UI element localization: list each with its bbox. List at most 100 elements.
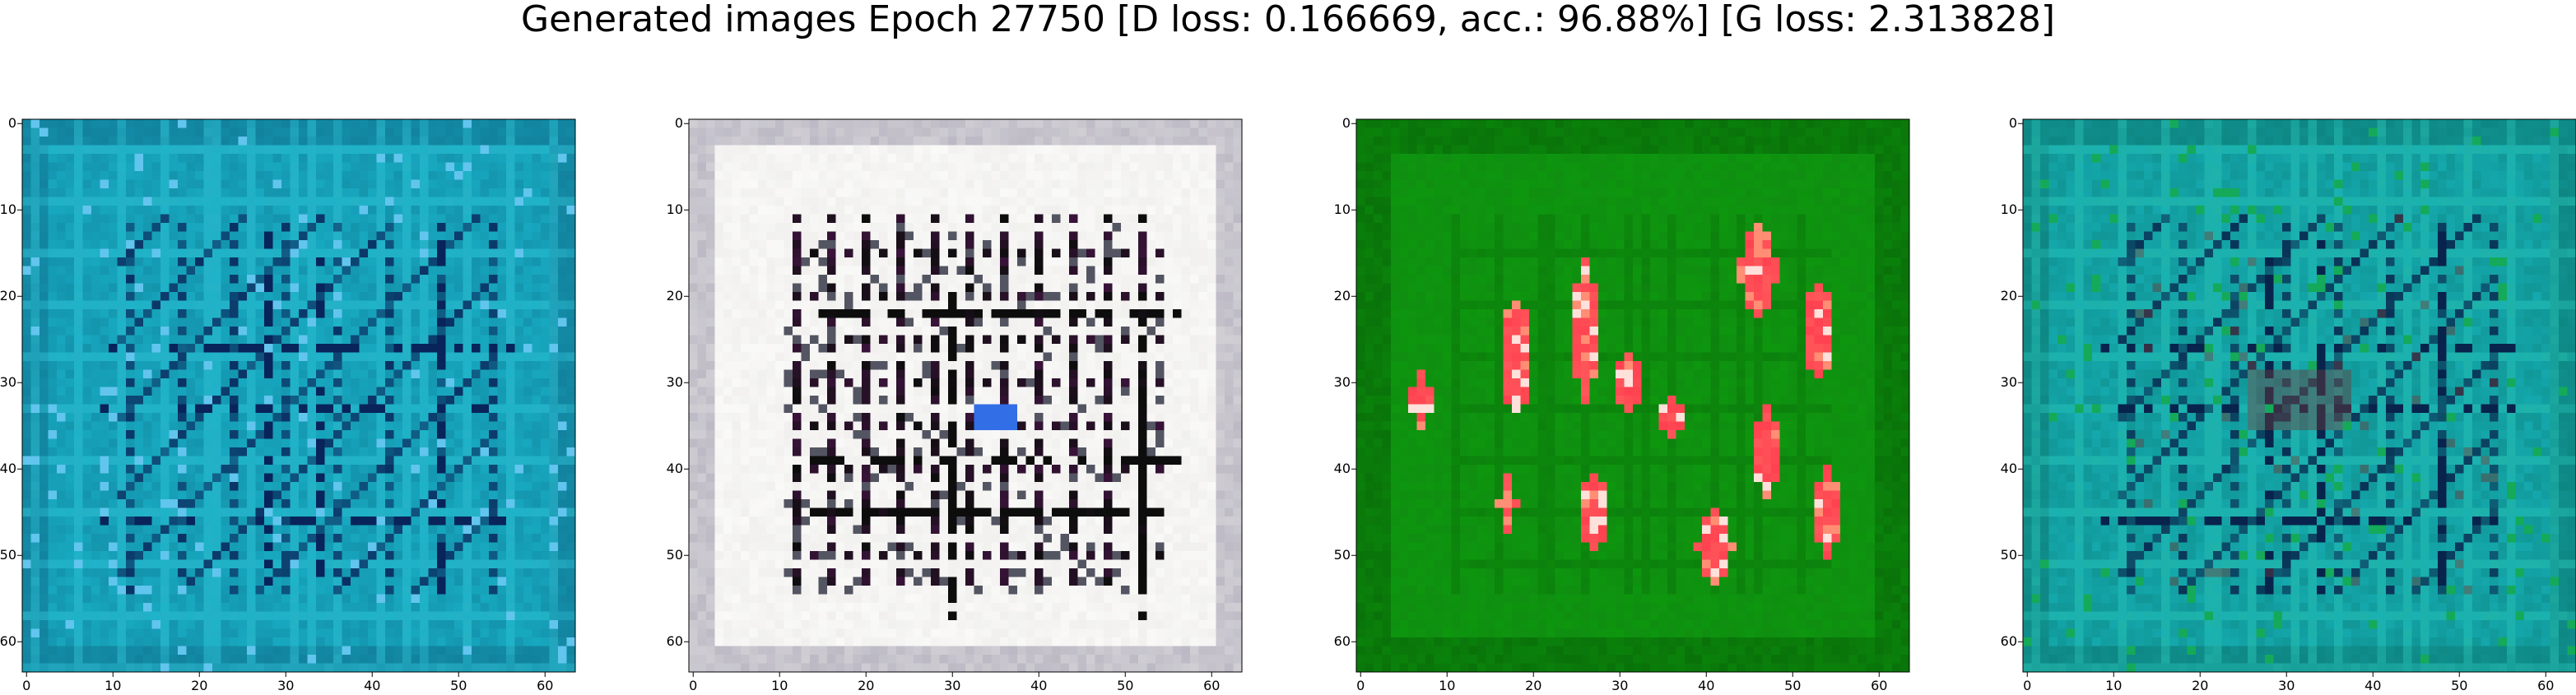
image-pixel [74, 171, 83, 180]
image-pixel [1086, 119, 1095, 128]
image-pixel [393, 663, 403, 673]
image-pixel [134, 137, 144, 146]
image-pixel [143, 257, 152, 266]
image-pixel [203, 240, 213, 249]
image-pixel [82, 507, 92, 517]
image-pixel [324, 620, 334, 629]
image-pixel [974, 223, 983, 232]
image-pixel [983, 223, 992, 232]
image-pixel [853, 119, 863, 128]
image-pixel [931, 223, 940, 232]
image-pixel [732, 145, 742, 155]
image-pixel [117, 327, 127, 336]
image-pixel [333, 551, 342, 560]
image-pixel [480, 171, 490, 180]
image-pixel [351, 577, 360, 586]
image-pixel [65, 344, 75, 353]
image-pixel [230, 465, 239, 474]
image-pixel [393, 179, 403, 189]
image-pixel [126, 490, 135, 500]
image-pixel [264, 430, 273, 439]
image-pixel [230, 119, 239, 128]
image-pixel [290, 421, 300, 431]
image-pixel [238, 300, 248, 310]
image-pixel [74, 292, 83, 301]
image-pixel [549, 465, 559, 474]
image-pixel [991, 197, 1001, 206]
image-pixel [454, 603, 463, 612]
image-pixel [230, 171, 239, 180]
image-pixel [385, 620, 394, 629]
image-pixel [393, 248, 403, 258]
image-pixel [126, 240, 135, 249]
image-pixel [57, 663, 66, 673]
image-pixel [411, 517, 421, 526]
image-pixel [523, 551, 532, 560]
image-pixel [454, 309, 463, 318]
image-pixel [272, 594, 282, 604]
image-pixel [22, 335, 31, 345]
image-pixel [169, 231, 179, 241]
image-pixel [463, 300, 472, 310]
image-pixel [385, 663, 394, 673]
image-pixel [91, 517, 100, 526]
image-pixel [359, 430, 369, 439]
image-pixel [541, 465, 550, 474]
image-pixel [1000, 188, 1009, 197]
image-pixel [1129, 145, 1139, 155]
image-pixel [272, 603, 282, 612]
image-pixel [523, 447, 532, 456]
image-pixel [186, 507, 196, 517]
image-pixel [359, 335, 369, 345]
image-pixel [91, 171, 100, 180]
image-pixel [160, 145, 170, 155]
image-pixel [558, 266, 567, 276]
image-pixel [178, 214, 187, 224]
image-pixel [290, 378, 300, 387]
image-pixel [316, 309, 325, 318]
image-pixel [445, 197, 455, 206]
image-pixel [91, 507, 100, 517]
image-pixel [532, 387, 542, 396]
image-pixel [74, 275, 83, 284]
image-pixel [844, 171, 853, 180]
image-pixel [65, 206, 75, 215]
image-pixel [1104, 223, 1113, 232]
image-pixel [428, 317, 438, 327]
y-tick-label: 20 [0, 288, 16, 304]
image-pixel [255, 145, 265, 155]
image-pixel [853, 231, 863, 241]
image-pixel [117, 214, 127, 224]
image-pixel [230, 292, 239, 301]
image-pixel [489, 119, 498, 128]
image-pixel [342, 594, 351, 604]
image-pixel [497, 551, 507, 560]
image-pixel [818, 214, 828, 224]
image-pixel [65, 387, 75, 396]
image-pixel [117, 369, 127, 379]
image-pixel [203, 300, 213, 310]
image-pixel [221, 240, 230, 249]
image-pixel [143, 352, 152, 362]
image-pixel [238, 603, 248, 612]
image-pixel [324, 628, 334, 638]
image-pixel [532, 335, 542, 345]
image-pixel [541, 482, 550, 491]
image-pixel [879, 206, 888, 215]
image-pixel [117, 171, 127, 180]
image-pixel [203, 266, 213, 276]
image-pixel [1181, 127, 1191, 137]
image-pixel [480, 361, 490, 370]
image-pixel [247, 206, 256, 215]
image-pixel [247, 378, 256, 387]
image-pixel [558, 387, 567, 396]
image-pixel [454, 577, 463, 586]
image-pixel [428, 248, 438, 258]
image-pixel [489, 292, 498, 301]
image-pixel [255, 628, 265, 638]
image-pixel [428, 646, 438, 656]
image-pixel [91, 387, 100, 396]
image-pixel [939, 162, 949, 172]
image-pixel [255, 534, 265, 543]
image-pixel [74, 396, 83, 405]
